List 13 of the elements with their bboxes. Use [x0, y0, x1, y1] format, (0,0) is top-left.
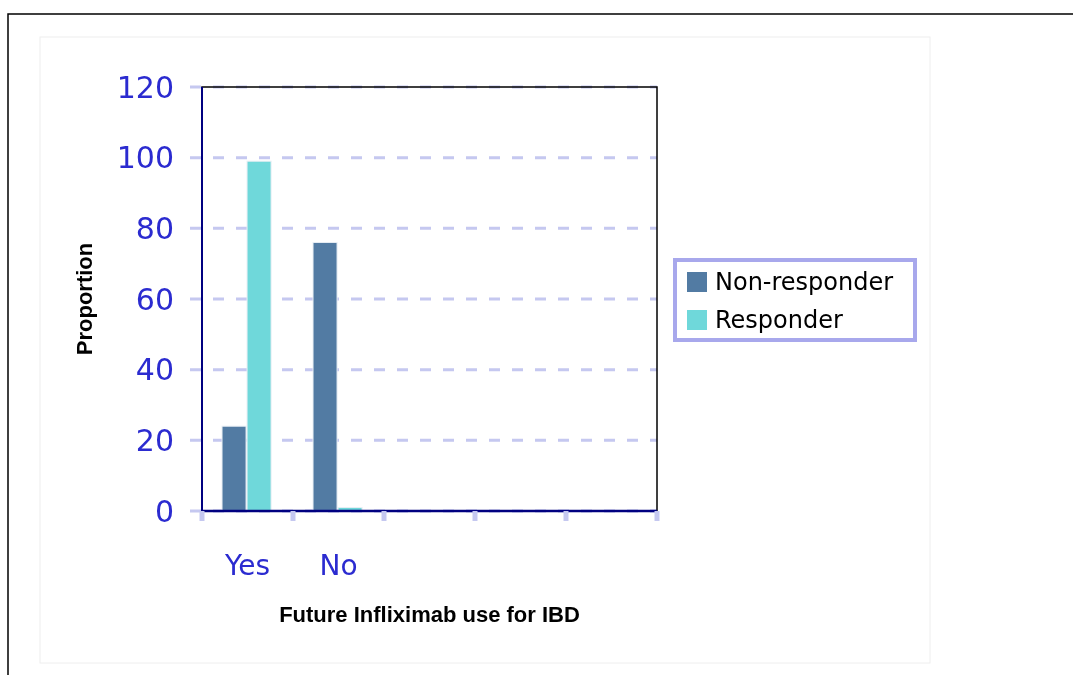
x-tick-label: No: [319, 549, 358, 582]
y-tick-label: 80: [135, 210, 174, 246]
x-axis-title: Future Infliximab use for IBD: [279, 602, 580, 627]
y-tick-label: 100: [116, 140, 174, 176]
y-tick-label: 0: [154, 493, 174, 529]
legend-label: Non-responder: [715, 268, 894, 297]
x-tick-label: Yes: [223, 549, 271, 582]
y-tick-label: 20: [135, 422, 174, 458]
y-tick-label: 60: [135, 281, 174, 317]
y-tick-label: 40: [135, 352, 174, 388]
y-tick-label: 120: [116, 69, 174, 105]
legend-label: Responder: [715, 306, 843, 335]
y-axis-title: Proportion: [72, 242, 97, 356]
